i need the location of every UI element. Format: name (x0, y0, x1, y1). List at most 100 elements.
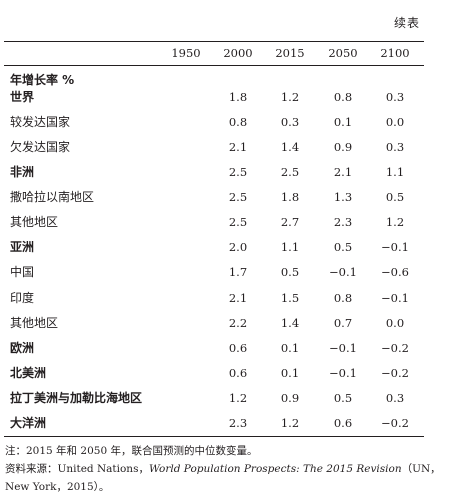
cell-2100: 0.5 (385, 190, 405, 204)
cell-2050: −0.1 (329, 366, 357, 380)
cell-2100: −0.2 (381, 416, 409, 430)
unit-label: 年增长率 % (10, 73, 75, 87)
row-label: 非洲 (10, 165, 35, 179)
cell-2050: 0.1 (333, 115, 353, 129)
row-label: 撒哈拉以南地区 (10, 190, 95, 204)
table-bottom-rule (4, 436, 424, 437)
cell-2015: 0.1 (280, 366, 300, 380)
cell-2000: 2.1 (228, 140, 248, 154)
year-header-2050: 2050 (328, 46, 358, 60)
year-header-1950: 1950 (171, 46, 201, 60)
cell-2000: 1.8 (228, 90, 248, 104)
cell-2100: 0.3 (385, 140, 405, 154)
cell-2050: 0.7 (333, 316, 353, 330)
year-header-2100: 2100 (380, 46, 410, 60)
cell-2015: 0.5 (280, 265, 300, 279)
row-label: 亚洲 (10, 240, 35, 254)
cell-2100: 1.2 (385, 215, 405, 229)
table-row: 欠发达国家 2.1 1.4 0.9 0.3 (0, 139, 461, 163)
table-row: 大洋洲 2.3 1.2 0.6 −0.2 (0, 415, 461, 439)
row-label: 其他地区 (10, 316, 59, 330)
row-label: 欧洲 (10, 341, 35, 355)
cell-2015: 2.7 (280, 215, 300, 229)
cell-2000: 2.5 (228, 190, 248, 204)
source-line: 资料来源：United Nations，World Population Pro… (5, 462, 441, 476)
source-prefix: 资料来源：United Nations， (5, 463, 149, 475)
cell-2050: −0.1 (329, 341, 357, 355)
row-label: 世界 (10, 90, 35, 104)
cell-2015: 1.8 (280, 190, 300, 204)
cell-2015: 1.2 (280, 90, 300, 104)
cell-2100: −0.6 (381, 265, 409, 279)
cell-2000: 0.6 (228, 366, 248, 380)
table-top-rule (4, 41, 424, 42)
continued-label: 续表 (393, 16, 420, 30)
cell-2050: 0.5 (333, 240, 353, 254)
cell-2100: 1.1 (385, 165, 405, 179)
table-row: 亚洲 2.0 1.1 0.5 −0.1 (0, 239, 461, 263)
cell-2000: 2.5 (228, 165, 248, 179)
table-row: 撒哈拉以南地区 2.5 1.8 1.3 0.5 (0, 189, 461, 213)
cell-2050: 2.1 (333, 165, 353, 179)
cell-2050: 0.5 (333, 391, 353, 405)
cell-2000: 2.0 (228, 240, 248, 254)
row-label: 印度 (10, 291, 35, 305)
cell-2050: 0.8 (333, 90, 353, 104)
cell-2015: 0.3 (280, 115, 300, 129)
table-row: 印度 2.1 1.5 0.8 −0.1 (0, 290, 461, 314)
cell-2050: −0.1 (329, 265, 357, 279)
year-header-2015: 2015 (275, 46, 305, 60)
cell-2050: 0.8 (333, 291, 353, 305)
cell-2000: 0.8 (228, 115, 248, 129)
source-suffix: （UN， (401, 463, 441, 475)
cell-2100: −0.1 (381, 291, 409, 305)
table-header-rule (4, 65, 424, 66)
cell-2100: 0.0 (385, 115, 405, 129)
year-header-2000: 2000 (223, 46, 253, 60)
table-row: 拉丁美洲与加勒比海地区 1.2 0.9 0.5 0.3 (0, 390, 461, 414)
cell-2100: −0.2 (381, 366, 409, 380)
cell-2000: 0.6 (228, 341, 248, 355)
table-row: 非洲 2.5 2.5 2.1 1.1 (0, 164, 461, 188)
row-label: 拉丁美洲与加勒比海地区 (10, 391, 143, 405)
cell-2015: 1.5 (280, 291, 300, 305)
table-row: 其他地区 2.2 1.4 0.7 0.0 (0, 315, 461, 339)
cell-2015: 0.1 (280, 341, 300, 355)
cell-2000: 1.2 (228, 391, 248, 405)
cell-2000: 2.3 (228, 416, 248, 430)
note-line: 注：2015 年和 2050 年，联合国预测的中位数变量。 (5, 445, 258, 457)
table-row: 欧洲 0.6 0.1 −0.1 −0.2 (0, 340, 461, 364)
table-row: 中国 1.7 0.5 −0.1 −0.6 (0, 264, 461, 288)
source-line-2: New York，2015）。 (5, 481, 110, 493)
row-label: 其他地区 (10, 215, 59, 229)
row-label: 欠发达国家 (10, 140, 71, 154)
cell-2100: −0.2 (381, 341, 409, 355)
cell-2050: 0.9 (333, 140, 353, 154)
cell-2100: 0.3 (385, 90, 405, 104)
cell-2000: 1.7 (228, 265, 248, 279)
cell-2000: 2.2 (228, 316, 248, 330)
row-label: 北美洲 (10, 366, 47, 380)
cell-2100: −0.1 (381, 240, 409, 254)
cell-2015: 1.4 (280, 316, 300, 330)
cell-2000: 2.5 (228, 215, 248, 229)
cell-2050: 2.3 (333, 215, 353, 229)
row-label: 中国 (10, 265, 35, 279)
cell-2100: 0.3 (385, 391, 405, 405)
row-label: 大洋洲 (10, 416, 47, 430)
cell-2000: 2.1 (228, 291, 248, 305)
cell-2015: 2.5 (280, 165, 300, 179)
cell-2050: 0.6 (333, 416, 353, 430)
table-row: 较发达国家 0.8 0.3 0.1 0.0 (0, 114, 461, 138)
cell-2015: 0.9 (280, 391, 300, 405)
cell-2050: 1.3 (333, 190, 353, 204)
table-row: 世界 1.8 1.2 0.8 0.3 (0, 89, 461, 113)
table-row: 北美洲 0.6 0.1 −0.1 −0.2 (0, 365, 461, 389)
source-title: World Population Prospects: The 2015 Rev… (148, 463, 402, 475)
cell-2015: 1.1 (280, 240, 300, 254)
cell-2015: 1.4 (280, 140, 300, 154)
row-label: 较发达国家 (10, 115, 71, 129)
cell-2100: 0.0 (385, 316, 405, 330)
cell-2015: 1.2 (280, 416, 300, 430)
table-row: 其他地区 2.5 2.7 2.3 1.2 (0, 214, 461, 238)
